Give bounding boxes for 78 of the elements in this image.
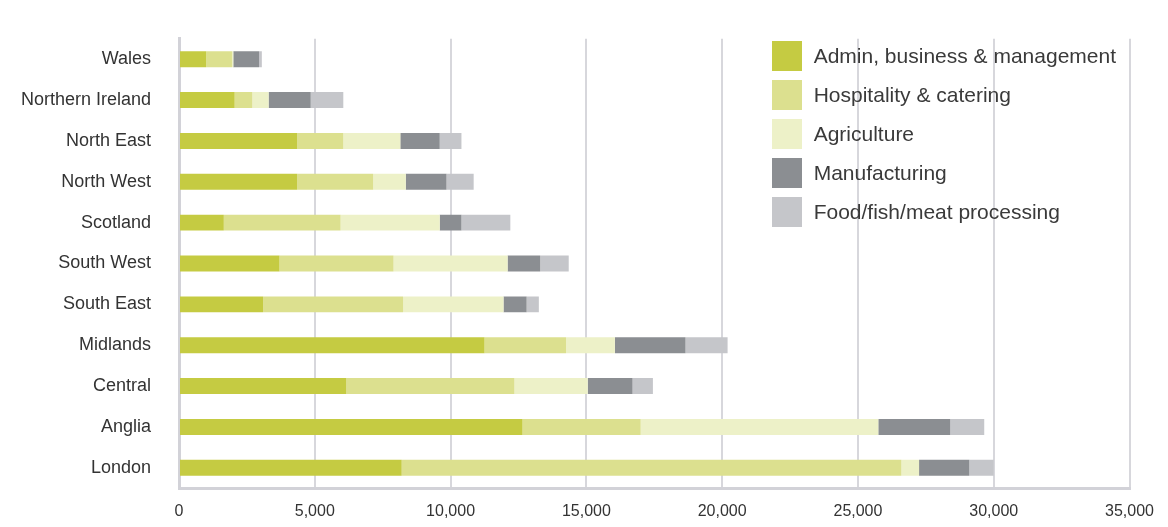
- y-tick-label: London: [90, 456, 151, 477]
- bar: [439, 132, 462, 149]
- bar: [340, 214, 440, 231]
- bar: [540, 255, 569, 272]
- bar: [180, 418, 523, 435]
- bar: [263, 296, 404, 313]
- bar: [180, 173, 298, 190]
- bar: [405, 173, 447, 190]
- bar: [919, 459, 970, 476]
- x-tick-label: 30,000: [969, 502, 1019, 520]
- bar: [343, 132, 401, 149]
- bar: [373, 173, 406, 190]
- bar: [393, 255, 508, 272]
- bar: [484, 337, 566, 354]
- bar: [297, 132, 344, 149]
- bar: [297, 173, 374, 190]
- bar: [180, 459, 402, 476]
- bar: [566, 337, 615, 354]
- bar: [252, 92, 269, 109]
- bar: [180, 255, 280, 272]
- bar: [180, 296, 264, 313]
- bar: [614, 337, 686, 354]
- bar: [223, 214, 341, 231]
- x-tick-label: 35,000: [1105, 502, 1155, 520]
- y-tick-label: Central: [92, 375, 151, 396]
- y-tick-label: Midlands: [78, 334, 151, 355]
- bar: [507, 255, 541, 272]
- legend-label: Admin, business & management: [813, 43, 1116, 68]
- bar: [400, 132, 440, 149]
- legend-label: Agriculture: [813, 121, 915, 146]
- bar: [180, 337, 485, 354]
- bar: [279, 255, 394, 272]
- bar: [526, 296, 539, 313]
- bar: [346, 378, 515, 395]
- bar: [180, 132, 298, 149]
- bar: [206, 51, 232, 68]
- bar: [233, 51, 260, 68]
- y-tick-label: North West: [61, 170, 151, 191]
- bar: [587, 378, 633, 395]
- bar: [268, 92, 311, 109]
- y-tick-label: South East: [62, 293, 151, 314]
- bar: [180, 214, 224, 231]
- bar: [514, 378, 588, 395]
- y-tick-label: North East: [65, 129, 151, 150]
- bar: [403, 296, 504, 313]
- bar: [969, 459, 994, 476]
- bar: [401, 459, 902, 476]
- bar: [461, 214, 511, 231]
- bar: [180, 92, 235, 109]
- bar: [180, 51, 207, 68]
- bar: [640, 418, 879, 435]
- x-tick-label: 10,000: [426, 502, 476, 520]
- legend-label: Hospitality & catering: [813, 82, 1011, 107]
- bar: [522, 418, 641, 435]
- y-tick-label: Anglia: [100, 415, 152, 436]
- bar: [310, 92, 344, 109]
- bar: [234, 92, 253, 109]
- bar: [180, 378, 347, 395]
- x-tick-label: 0: [174, 502, 184, 520]
- x-tick-label: 25,000: [833, 502, 883, 520]
- bar: [446, 173, 474, 190]
- x-tick-label: 15,000: [561, 502, 611, 520]
- bar: [878, 418, 951, 435]
- bar: [901, 459, 920, 476]
- bar: [259, 51, 262, 68]
- bar: [685, 337, 728, 354]
- y-tick-label: South West: [58, 252, 151, 273]
- x-tick-label: 20,000: [697, 502, 747, 520]
- bar: [632, 378, 653, 395]
- bar: [439, 214, 462, 231]
- x-tick-label: 5,000: [294, 502, 335, 520]
- legend-label: Food/fish/meat processing: [813, 199, 1060, 224]
- y-tick-label: Wales: [101, 48, 151, 69]
- bar: [950, 418, 985, 435]
- bar: [503, 296, 527, 313]
- y-tick-label: Northern Ireland: [20, 89, 151, 110]
- y-tick-label: Scotland: [80, 211, 151, 232]
- legend-label: Manufacturing: [813, 160, 947, 185]
